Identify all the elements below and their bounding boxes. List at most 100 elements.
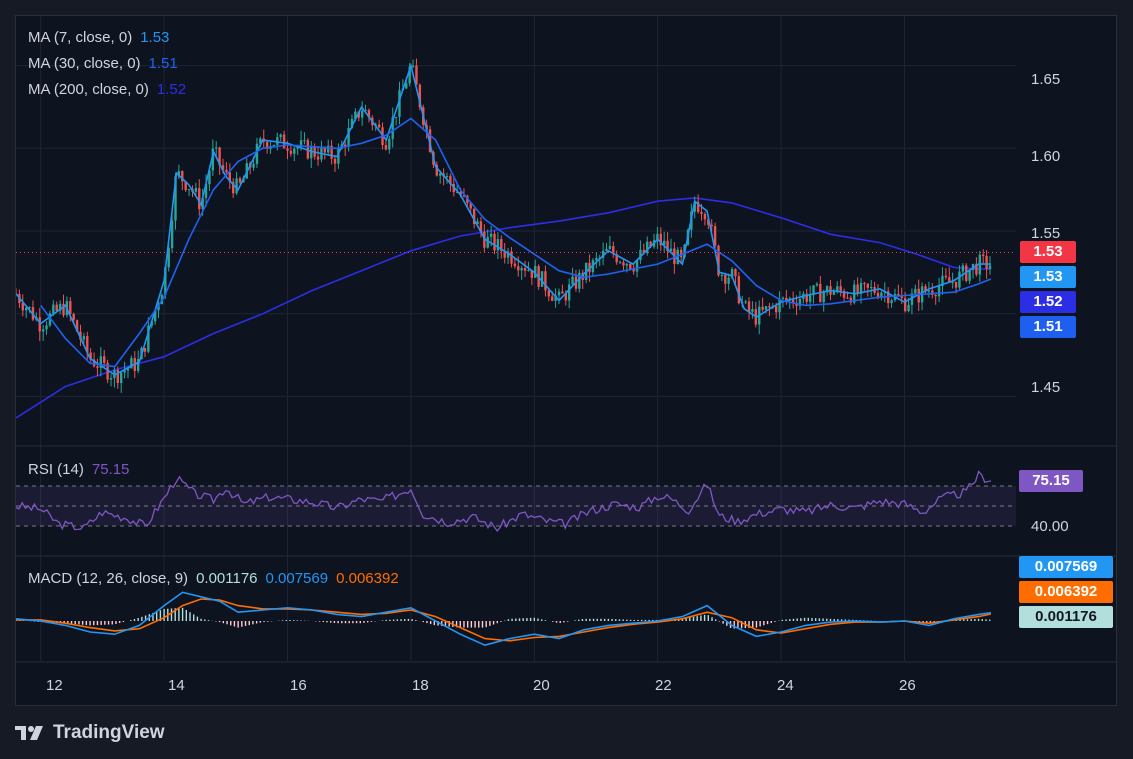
histogram-value-tag: 0.001176 (1019, 606, 1113, 628)
price-tick-label: 1.45 (1031, 379, 1061, 396)
candle-down (228, 172, 232, 182)
candle-up (327, 145, 330, 153)
candle-down (472, 208, 476, 225)
candle-down (791, 298, 795, 304)
candle-up (836, 286, 839, 292)
legend-ma7[interactable]: MA (7, close, 0) 1.53 (28, 29, 169, 46)
candle-up (445, 176, 449, 178)
candle-down (238, 178, 242, 183)
candle-down (866, 283, 870, 288)
candle-up (120, 372, 123, 384)
candle-down (622, 262, 625, 266)
candle-up (293, 148, 296, 154)
candle-up (988, 265, 992, 269)
candle-up (859, 282, 863, 294)
candle-down (561, 291, 564, 294)
candle-up (730, 269, 734, 278)
legend-ma200[interactable]: MA (200, close, 0) 1.52 (28, 81, 186, 98)
candle-down (931, 290, 934, 296)
legend-rsi[interactable]: RSI (14) 75.15 (28, 461, 129, 478)
candle-down (418, 84, 422, 108)
candle-up (489, 233, 493, 237)
candle-up (48, 313, 52, 326)
candle-up (41, 329, 45, 332)
candle-up (296, 146, 299, 149)
candle-down (92, 359, 96, 367)
candle-down (768, 306, 771, 308)
candle-up (476, 221, 479, 225)
candle-down (435, 164, 439, 176)
candle-down (462, 195, 466, 197)
candle-down (917, 288, 920, 303)
candle-up (360, 110, 364, 118)
candle-up (45, 325, 48, 330)
candle-down (612, 245, 615, 255)
ma7-line (16, 62, 991, 376)
legend-rsi-label: RSI (14) (28, 461, 84, 478)
legend-ma30[interactable]: MA (30, close, 0) 1.51 (28, 55, 178, 72)
candle-up (130, 358, 133, 369)
candle-down (143, 348, 147, 352)
candle-up (910, 293, 914, 305)
candle-up (571, 276, 574, 285)
candle-up (99, 356, 103, 368)
candle-up (781, 297, 785, 299)
candle-down (377, 124, 381, 128)
macd-line (16, 591, 992, 647)
tradingview-brand[interactable]: TradingView (15, 722, 165, 744)
ma200-price-tag: 1.52 (1020, 291, 1076, 313)
candle-up (28, 307, 31, 309)
candle-down (700, 211, 703, 214)
candle-down (934, 295, 937, 297)
candle-down (703, 213, 707, 220)
chart-frame[interactable]: MA (7, close, 0) 1.53 MA (30, close, 0) 1.… (15, 15, 1117, 706)
candle-up (157, 304, 160, 311)
candle-down (761, 306, 764, 310)
candle-down (79, 331, 82, 340)
legend-ma200-label: MA (200, close, 0) (28, 81, 149, 98)
candle-up (204, 184, 208, 198)
candle-up (187, 189, 191, 191)
candle-up (255, 143, 259, 164)
legend-ma30-value: 1.51 (148, 55, 178, 72)
macd-panel (16, 591, 992, 647)
candle-up (350, 118, 354, 128)
ma200-line-layer (16, 197, 991, 419)
candle-down (221, 165, 225, 170)
candle-up (235, 178, 238, 194)
chart-canvas[interactable] (16, 16, 1116, 705)
legend-macd[interactable]: MACD (12, 26, close, 9) 0.001176 0.007569 0… (28, 570, 399, 587)
candle-up (408, 66, 411, 84)
legend-ma7-label: MA (7, close, 0) (28, 29, 133, 46)
candle-down (218, 147, 221, 166)
candle-up (720, 275, 724, 277)
candlestick-layer (16, 58, 992, 393)
candle-up (391, 117, 394, 139)
candle-down (642, 249, 646, 254)
candle-up (727, 277, 730, 284)
time-tick-label: 22 (655, 677, 672, 694)
panel-dividers (16, 445, 1116, 663)
candle-up (961, 265, 965, 272)
candle-up (890, 300, 893, 304)
moving-average-layer (16, 62, 992, 376)
candle-down (513, 263, 517, 267)
candle-down (469, 202, 472, 209)
candle-up (211, 148, 215, 171)
candle-down (774, 305, 778, 313)
candle-up (276, 137, 279, 145)
candle-up (635, 259, 639, 272)
time-tick-label: 26 (899, 677, 916, 694)
candle-up (693, 201, 696, 212)
candle-up (540, 271, 544, 287)
candle-up (578, 272, 581, 289)
candle-up (907, 304, 910, 312)
candle-up (303, 140, 306, 142)
candle-up (174, 176, 177, 221)
candle-down (856, 284, 859, 294)
candle-up (388, 138, 391, 150)
candle-up (554, 295, 557, 301)
candle-up (958, 271, 961, 288)
candle-down (659, 233, 663, 246)
candle-down (842, 291, 846, 298)
